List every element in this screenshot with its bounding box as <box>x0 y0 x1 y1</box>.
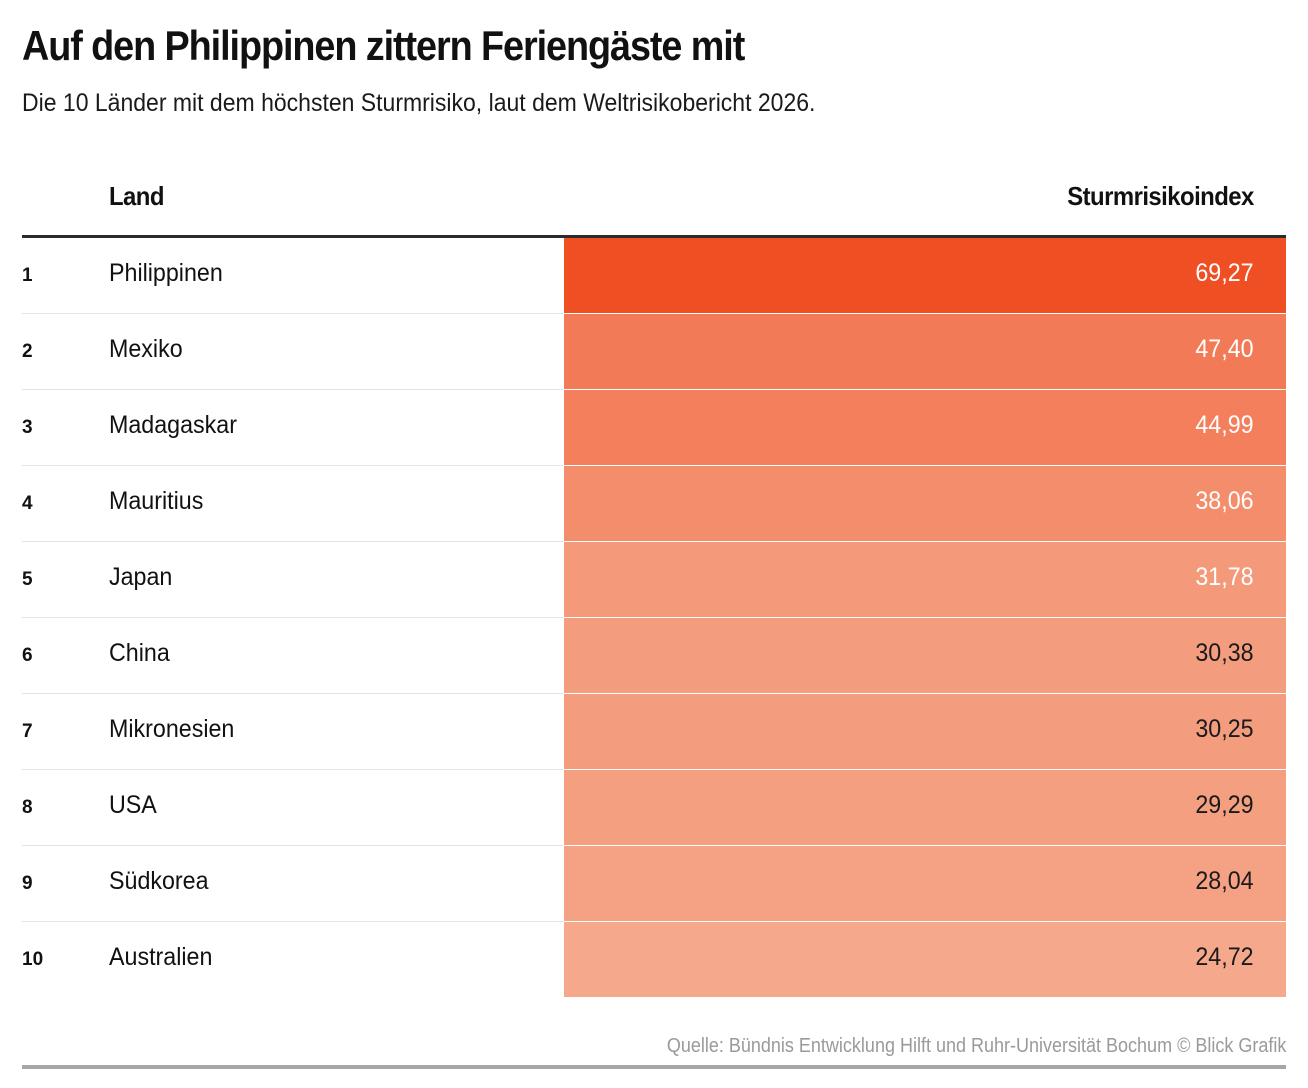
rank-label: 3 <box>22 417 33 438</box>
table-row: 7 Mikronesien 30,25 <box>22 694 1286 770</box>
risk-value-cell: 47,40 <box>564 314 1286 389</box>
risk-value-label: 69,27 <box>1195 259 1254 287</box>
risk-value-cell: 29,29 <box>564 770 1286 845</box>
country-label: Mauritius <box>109 487 204 515</box>
risk-value-label: 24,72 <box>1195 943 1254 971</box>
row-divider <box>22 845 564 846</box>
risk-value-cell: 31,78 <box>564 542 1286 617</box>
rank-label: 10 <box>22 949 44 970</box>
country-label: Mexiko <box>109 335 183 363</box>
table-row: 4 Mauritius 38,06 <box>22 466 1286 542</box>
header-divider <box>22 235 1286 238</box>
table-row: 2 Mexiko 47,40 <box>22 314 1286 390</box>
source-note: Quelle: Bündnis Entwicklung Hilft und Ru… <box>666 1035 1286 1057</box>
rank-label: 9 <box>22 873 33 894</box>
country-label: USA <box>109 791 157 819</box>
chart-title: Auf den Philippinen zittern Feriengäste … <box>22 22 745 69</box>
row-divider <box>22 617 564 618</box>
country-label: Japan <box>109 563 173 591</box>
risk-value-cell: 44,99 <box>564 390 1286 465</box>
row-divider <box>22 921 564 922</box>
row-divider <box>22 389 564 390</box>
row-divider <box>22 693 564 694</box>
table-row: 3 Madagaskar 44,99 <box>22 390 1286 466</box>
risk-value-label: 47,40 <box>1195 335 1254 363</box>
rank-label: 8 <box>22 797 33 818</box>
table-row: 9 Südkorea 28,04 <box>22 846 1286 922</box>
risk-value-cell: 30,38 <box>564 618 1286 693</box>
table-row: 6 China 30,38 <box>22 618 1286 694</box>
risk-value-label: 28,04 <box>1195 867 1254 895</box>
risk-value-label: 30,38 <box>1195 639 1254 667</box>
rank-label: 1 <box>22 265 33 286</box>
country-label: China <box>109 639 170 667</box>
chart-subtitle: Die 10 Länder mit dem höchsten Sturmrisi… <box>22 89 816 117</box>
risk-value-label: 30,25 <box>1195 715 1254 743</box>
column-header-storm-risk-index: Sturmrisikoindex <box>1067 181 1254 211</box>
table-row: 10 Australien 24,72 <box>22 922 1286 998</box>
row-divider <box>22 465 564 466</box>
risk-value-label: 31,78 <box>1195 563 1254 591</box>
risk-value-label: 44,99 <box>1195 411 1254 439</box>
table-row: 5 Japan 31,78 <box>22 542 1286 618</box>
row-divider <box>22 313 564 314</box>
country-label: Südkorea <box>109 867 209 895</box>
country-label: Madagaskar <box>109 411 237 439</box>
rank-label: 6 <box>22 645 33 666</box>
rank-label: 2 <box>22 341 33 362</box>
risk-value-label: 38,06 <box>1195 487 1254 515</box>
risk-value-cell: 30,25 <box>564 694 1286 769</box>
risk-value-cell: 69,27 <box>564 238 1286 313</box>
rank-label: 7 <box>22 721 33 742</box>
risk-value-cell: 24,72 <box>564 922 1286 997</box>
rank-label: 5 <box>22 569 33 590</box>
bottom-divider <box>22 1065 1286 1069</box>
table-row: 8 USA 29,29 <box>22 770 1286 846</box>
country-label: Philippinen <box>109 259 223 287</box>
risk-value-label: 29,29 <box>1195 791 1254 819</box>
row-divider <box>22 769 564 770</box>
country-label: Mikronesien <box>109 715 235 743</box>
risk-value-cell: 28,04 <box>564 846 1286 921</box>
country-label: Australien <box>109 943 213 971</box>
table-row: 1 Philippinen 69,27 <box>22 238 1286 314</box>
table-body: 1 Philippinen 69,27 2 Mexiko 47,40 3 Madagaskar… <box>22 238 1286 998</box>
rank-label: 4 <box>22 493 33 514</box>
row-divider <box>22 541 564 542</box>
risk-value-cell: 38,06 <box>564 466 1286 541</box>
column-header-country: Land <box>109 181 164 211</box>
